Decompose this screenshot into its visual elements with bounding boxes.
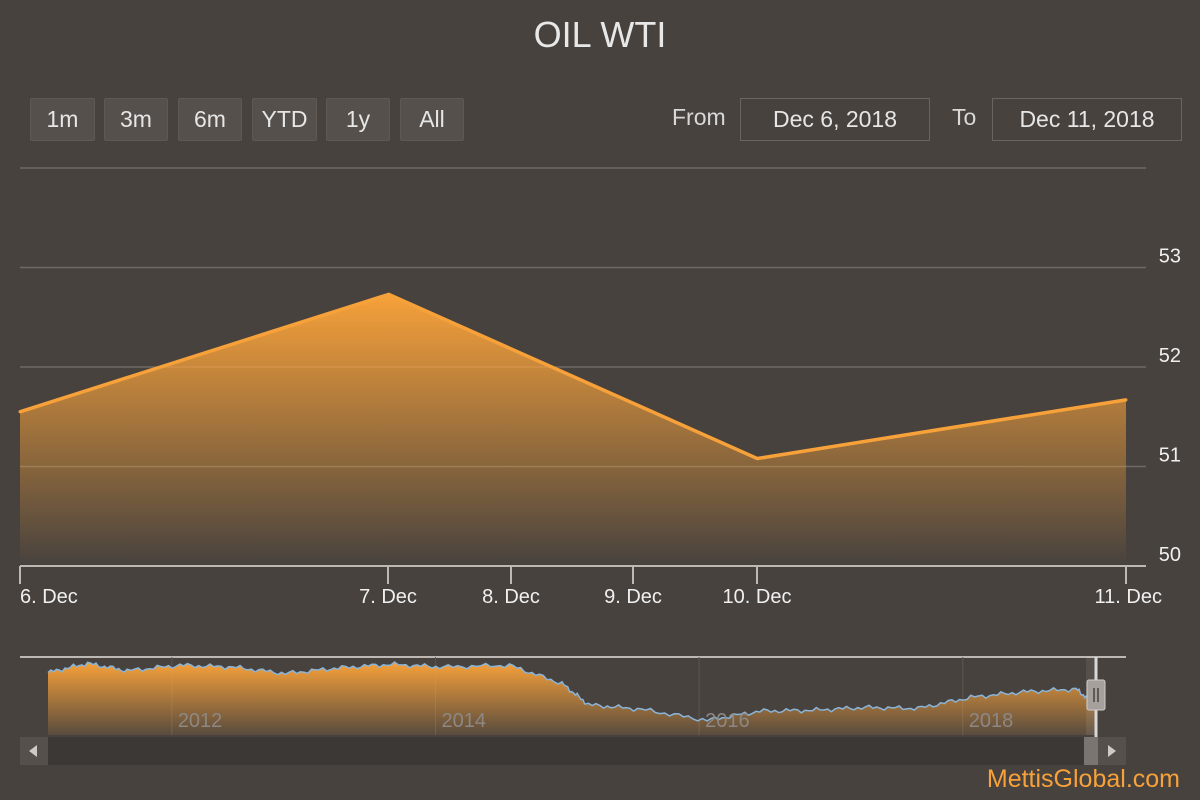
x-tick-label-2: 8. Dec [482, 586, 540, 608]
navigator-handle[interactable] [1086, 679, 1106, 711]
range-1m-button[interactable]: 1m [30, 98, 95, 141]
x-tick-label-5: 11. Dec [1095, 586, 1162, 608]
series-area-fill [20, 294, 1126, 566]
navigator[interactable]: 2012 2014 2016 2018 [20, 656, 1126, 765]
navigator-year-label-1: 2014 [441, 710, 486, 732]
data-point-1[interactable] [387, 292, 391, 296]
y-tick-label-52: 52 [1159, 345, 1181, 367]
to-date-input[interactable] [992, 98, 1182, 141]
x-tick-label-4: 10. Dec [723, 586, 792, 608]
to-label: To [952, 104, 977, 130]
range-3m-button[interactable]: 3m [104, 98, 168, 141]
y-tick-label-51: 51 [1159, 445, 1181, 467]
navigator-area [48, 662, 1096, 735]
x-tick-label-0: 6. Dec [20, 586, 78, 608]
x-tick-label-1: 7. Dec [359, 586, 417, 608]
scroll-left-icon [29, 745, 37, 757]
navigator-year-label-3: 2018 [969, 710, 1014, 732]
series-line [19, 292, 1127, 461]
y-axis: 50 51 52 53 [1159, 246, 1181, 567]
data-point-0[interactable] [18, 410, 22, 414]
navigator-line [47, 661, 1097, 722]
y-tick-label-50: 50 [1159, 544, 1181, 566]
data-point-2[interactable] [755, 457, 759, 461]
range-1y-button[interactable]: 1y [326, 98, 390, 141]
range-all-button[interactable]: All [400, 98, 464, 141]
navigator-year-label-2: 2016 [705, 710, 750, 732]
range-ytd-button[interactable]: YTD [252, 98, 317, 141]
y-tick-label-53: 53 [1159, 246, 1181, 268]
chart-title: OIL WTI [533, 14, 667, 55]
range-6m-button[interactable]: 6m [178, 98, 242, 141]
site-credit: MettisGlobal.com [986, 765, 1180, 793]
navigator-year-label-0: 2012 [178, 710, 223, 732]
x-axis: 6. Dec 7. Dec 8. Dec 9. Dec 10. Dec 11. Dec [19, 565, 1162, 608]
scrollbar-thumb[interactable] [1084, 737, 1098, 765]
series-area [18, 292, 1128, 566]
scrollbar-track[interactable] [20, 737, 1126, 765]
from-date-input[interactable] [740, 98, 930, 141]
from-label: From [672, 104, 726, 130]
x-tick-label-3: 9. Dec [604, 586, 662, 608]
scroll-right-icon [1108, 745, 1116, 757]
data-point-3[interactable] [1124, 398, 1128, 402]
